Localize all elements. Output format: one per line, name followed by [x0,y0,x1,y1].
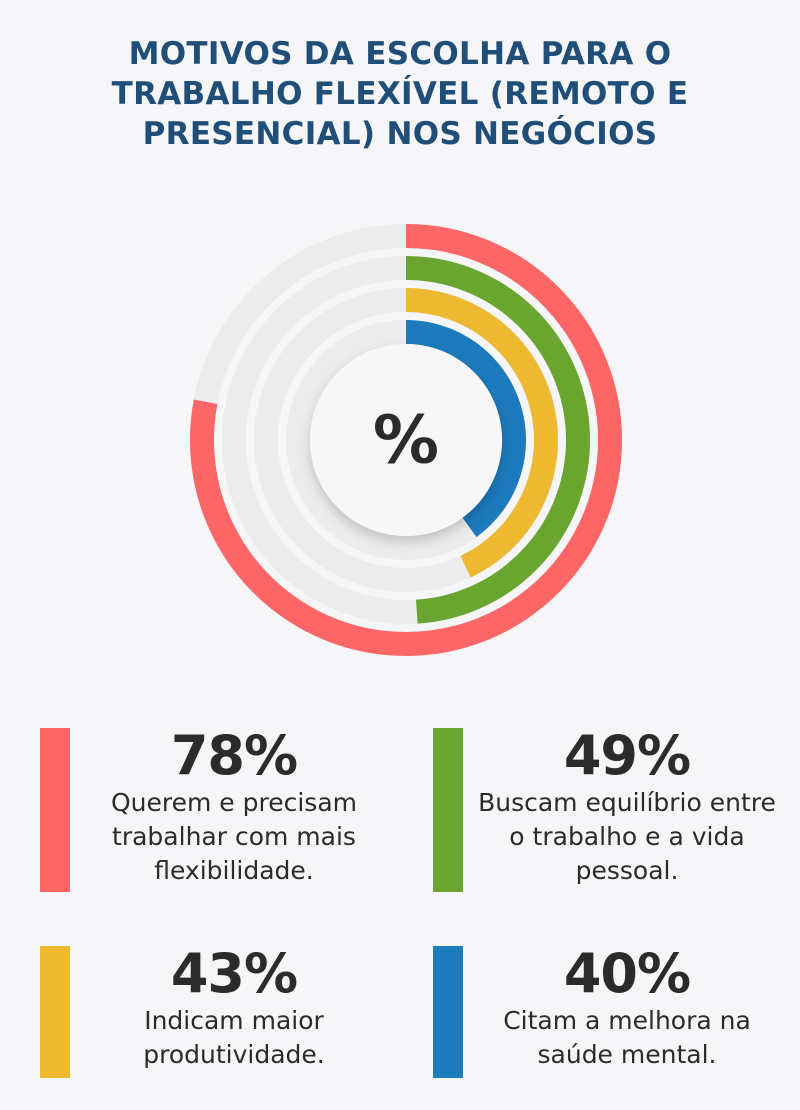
stat-card-equilibrio: 49% Buscam equilíbrio entre o trabalho e… [433,728,776,892]
stat-text: 49% Buscam equilíbrio entre o trabalho e… [477,728,777,888]
stat-text: 78% Querem e precisam trabalhar com mais… [84,728,384,888]
stat-description: Indicam maior produtividade. [143,1006,325,1069]
stat-color-bar [40,728,70,892]
radial-bar-chart: % [184,218,628,662]
stat-text: 43% Indicam maior produtividade. [84,946,384,1072]
page-title: MOTIVOS DA ESCOLHA PARA O TRABALHO FLEXÍ… [111,36,689,152]
radial-bar-arc [405,320,526,538]
stat-description: Buscam equilíbrio entre o trabalho e a v… [478,788,776,885]
stat-description: Querem e precisam trabalhar com mais fle… [110,788,357,885]
stat-percent: 49% [563,724,691,787]
stat-color-bar [40,946,70,1078]
center-disc [310,344,502,536]
radial-bar-arc [405,256,591,624]
radial-bar-arc [405,288,558,578]
stat-text: 40% Citam a melhora na saúde mental. [477,946,777,1072]
stat-card-produtividade: 43% Indicam maior produtividade. [40,946,370,1078]
stat-card-saude-mental: 40% Citam a melhora na saúde mental. [433,946,763,1078]
radial-chart-svg: % [190,224,622,656]
stat-percent: 43% [170,942,298,1005]
stat-percent: 78% [170,724,298,787]
stat-description: Citam a melhora na saúde mental. [503,1006,751,1069]
stat-percent: 40% [563,942,691,1005]
stat-card-flexibilidade: 78% Querem e precisam trabalhar com mais… [40,728,370,892]
center-percent-symbol: % [373,402,439,479]
stat-color-bar [433,728,463,892]
stat-color-bar [433,946,463,1078]
radial-bar-arc [190,224,622,656]
